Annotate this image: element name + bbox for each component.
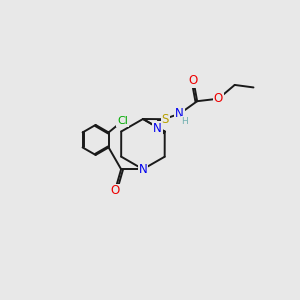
Text: S: S [162,113,169,126]
Text: N: N [153,122,162,135]
Text: O: O [110,184,119,197]
Text: H: H [182,117,188,126]
Text: N: N [175,107,184,120]
Text: N: N [139,163,147,176]
Text: Cl: Cl [117,116,128,126]
Text: O: O [189,74,198,87]
Text: O: O [214,92,223,105]
